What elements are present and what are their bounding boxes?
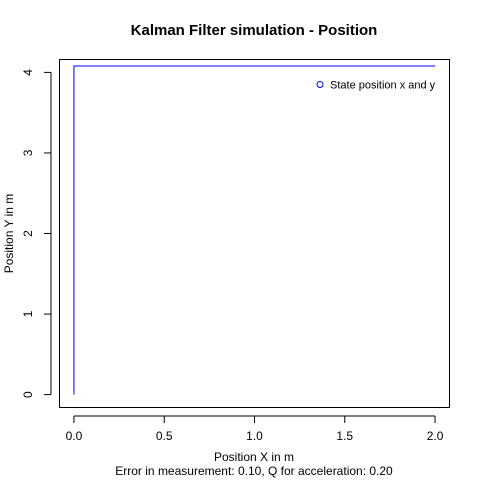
series-line — [74, 66, 435, 395]
x-tick-label: 0.5 — [156, 429, 173, 443]
plot-frame — [60, 60, 450, 408]
chart-title: Kalman Filter simulation - Position — [131, 22, 378, 39]
x-tick-label: 1.0 — [246, 429, 263, 443]
chart-subtitle: Error in measurement: 0.10, Q for accele… — [115, 464, 393, 478]
y-tick-label: 1 — [21, 310, 35, 317]
y-tick-label: 0 — [21, 391, 35, 398]
x-tick-label: 0.0 — [66, 429, 83, 443]
legend-marker-circle — [317, 82, 323, 88]
x-tick-label: 2.0 — [427, 429, 444, 443]
legend: State position x and y — [317, 80, 436, 92]
legend-entry-label: State position x and y — [330, 80, 436, 92]
y-tick-label: 3 — [21, 149, 35, 156]
x-axis-label: Position X in m — [214, 450, 294, 464]
y-tick-label: 4 — [21, 69, 35, 76]
y-axis-label: Position Y in m — [2, 194, 16, 274]
series-layer — [74, 66, 435, 395]
x-tick-label: 1.5 — [336, 429, 353, 443]
y-axis: 0 1 2 3 4 — [21, 69, 51, 398]
x-axis: 0.0 0.5 1.0 1.5 2.0 — [66, 416, 444, 443]
y-tick-label: 2 — [21, 230, 35, 237]
